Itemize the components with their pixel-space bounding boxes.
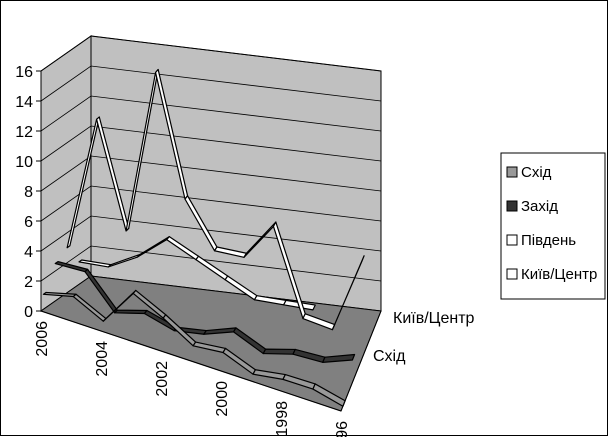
axes <box>40 71 382 412</box>
y-tick-label: 0 <box>24 304 33 321</box>
y-tick-label: 2 <box>24 274 33 291</box>
y-tick-label: 4 <box>24 244 33 261</box>
legend-box <box>500 152 606 300</box>
gridline-10 <box>40 125 382 162</box>
x-tick-label: 2004 <box>94 341 111 377</box>
x-tick-label: 1998 <box>274 401 291 437</box>
gridline-16 <box>40 35 382 72</box>
series-південь <box>66 68 365 331</box>
x-tick-label: 2000 <box>214 381 231 417</box>
legend-swatch <box>506 268 518 280</box>
chart-walls <box>39 35 382 412</box>
legend: Схід Захід Південь Київ/Центр <box>500 152 606 300</box>
x-tick-label: 1996 <box>334 421 351 437</box>
legend-swatch <box>506 166 518 178</box>
y-tick-label: 6 <box>24 214 33 231</box>
gridline-2 <box>40 245 382 282</box>
legend-label: Захід <box>521 198 558 215</box>
gridlines <box>36 35 382 312</box>
series-segment <box>331 255 365 331</box>
gridline-6 <box>40 185 382 222</box>
series-layer <box>42 68 365 407</box>
legend-swatch <box>506 200 518 212</box>
legend-label: Схід <box>521 164 552 181</box>
series-segment <box>312 383 346 407</box>
series-segment <box>114 309 148 315</box>
x-tick-label: 2006 <box>34 321 51 357</box>
x-axis-line <box>40 310 342 412</box>
series-segment <box>322 353 356 363</box>
gridline-14 <box>40 65 382 102</box>
series-схід <box>42 289 346 407</box>
y-tick-label: 16 <box>15 64 33 81</box>
series-axis-labels: Київ/Центр Схід <box>373 310 475 365</box>
series-axis-label: Київ/Центр <box>393 310 475 327</box>
series-segment <box>262 348 296 355</box>
x-tick-labels: 2006 2004 2002 2000 1998 1996 <box>34 321 351 437</box>
legend-swatch <box>506 234 518 246</box>
series-захід <box>54 261 356 363</box>
y-tick-label: 14 <box>15 94 33 111</box>
gridline-12 <box>40 95 382 132</box>
y-tick-label: 10 <box>15 154 33 171</box>
y-tick-label: 8 <box>24 184 33 201</box>
series-axis-label: Схід <box>373 348 406 365</box>
y-tick-label: 12 <box>15 124 33 141</box>
legend-label: Південь <box>521 232 576 249</box>
series-axis-line <box>340 310 382 412</box>
gridline-4 <box>40 215 382 252</box>
x-tick-label: 2002 <box>154 361 171 397</box>
series-київ-центр <box>78 235 316 311</box>
y-tick-labels: 0 2 4 6 8 10 12 14 16 <box>15 64 33 321</box>
legend-label: Київ/Центр <box>521 266 597 283</box>
